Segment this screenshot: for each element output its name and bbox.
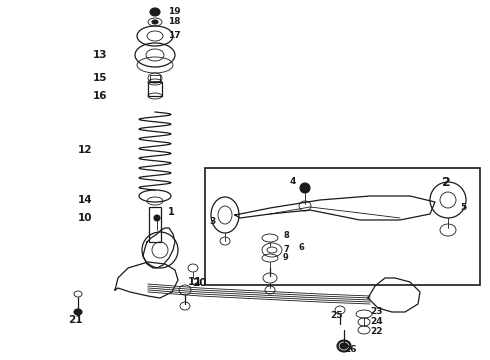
Text: 25: 25 (330, 311, 343, 320)
Bar (149, 207, 161, 242)
Ellipse shape (150, 8, 160, 16)
Text: 17: 17 (168, 31, 181, 40)
Bar (205, 168, 480, 285)
Text: 1: 1 (168, 207, 175, 217)
Text: 21: 21 (68, 315, 82, 325)
Text: 10: 10 (78, 213, 93, 223)
Text: 24: 24 (370, 318, 383, 327)
Ellipse shape (154, 215, 160, 221)
Text: 2: 2 (442, 176, 451, 189)
Bar (148, 82, 162, 96)
Text: 18: 18 (168, 18, 180, 27)
Text: 23: 23 (370, 307, 383, 316)
Ellipse shape (300, 183, 310, 193)
Text: 3: 3 (209, 217, 215, 226)
Ellipse shape (74, 309, 82, 315)
Text: 16: 16 (93, 91, 107, 101)
Bar (150, 75, 160, 81)
Text: 20: 20 (192, 278, 206, 288)
Text: 22: 22 (370, 328, 383, 337)
Text: 7: 7 (283, 246, 289, 255)
Text: 4: 4 (290, 177, 296, 186)
Text: 19: 19 (168, 8, 181, 17)
Text: 8: 8 (283, 231, 289, 240)
Text: 11: 11 (188, 277, 202, 287)
Text: 6: 6 (298, 243, 304, 252)
Text: 13: 13 (93, 50, 107, 60)
Text: 5: 5 (460, 203, 466, 212)
Text: 14: 14 (78, 195, 93, 205)
Text: 9: 9 (283, 253, 289, 262)
Ellipse shape (152, 20, 158, 24)
Text: 12: 12 (78, 145, 93, 155)
Text: 15: 15 (93, 73, 107, 83)
Text: 26: 26 (344, 346, 357, 355)
Ellipse shape (337, 340, 351, 352)
